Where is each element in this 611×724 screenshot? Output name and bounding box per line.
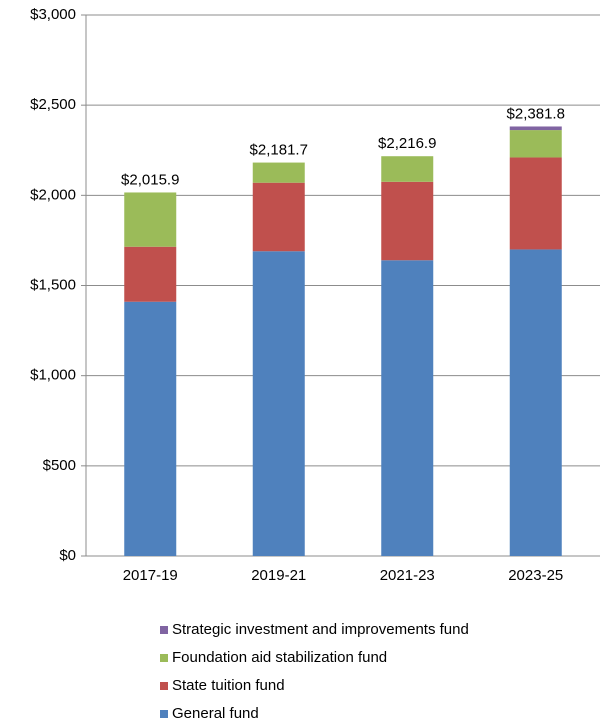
y-tick-label: $500 <box>43 457 76 474</box>
legend-label: Foundation aid stabilization fund <box>172 649 387 666</box>
total-label: $2,015.9 <box>121 171 179 188</box>
bar-segment <box>509 130 562 158</box>
y-tick-label: $2,500 <box>30 96 76 113</box>
bar-segment <box>381 181 434 261</box>
legend-swatch <box>160 626 168 634</box>
bar-segment <box>509 249 562 556</box>
legend-label: General fund <box>172 705 259 722</box>
x-tick-label: 2019-21 <box>251 567 306 584</box>
bar-segment <box>252 251 305 556</box>
total-label: $2,381.8 <box>507 105 565 122</box>
bar-segment <box>509 126 562 131</box>
legend-swatch <box>160 682 168 690</box>
legend-label: State tuition fund <box>172 677 285 694</box>
y-tick-label: $0 <box>59 547 76 564</box>
legend-label: Strategic investment and improvements fu… <box>172 621 469 638</box>
x-tick-label: 2021-23 <box>380 567 435 584</box>
x-tick-label: 2017-19 <box>123 567 178 584</box>
bar-segment <box>381 260 434 556</box>
bar-segment <box>252 182 305 252</box>
bar-segment <box>509 157 562 250</box>
y-tick-label: $1,000 <box>30 367 76 384</box>
legend-swatch <box>160 710 168 718</box>
total-label: $2,181.7 <box>250 142 308 159</box>
legend-swatch <box>160 654 168 662</box>
x-tick-label: 2023-25 <box>508 567 563 584</box>
bar-segment <box>124 301 177 556</box>
bar-segment <box>124 246 177 302</box>
y-tick-label: $3,000 <box>30 6 76 23</box>
total-label: $2,216.9 <box>378 135 436 152</box>
bar-segment <box>381 156 434 182</box>
bar-segment <box>252 162 305 183</box>
bar-segment <box>124 192 177 247</box>
y-tick-label: $1,500 <box>30 276 76 293</box>
y-tick-label: $2,000 <box>30 186 76 203</box>
